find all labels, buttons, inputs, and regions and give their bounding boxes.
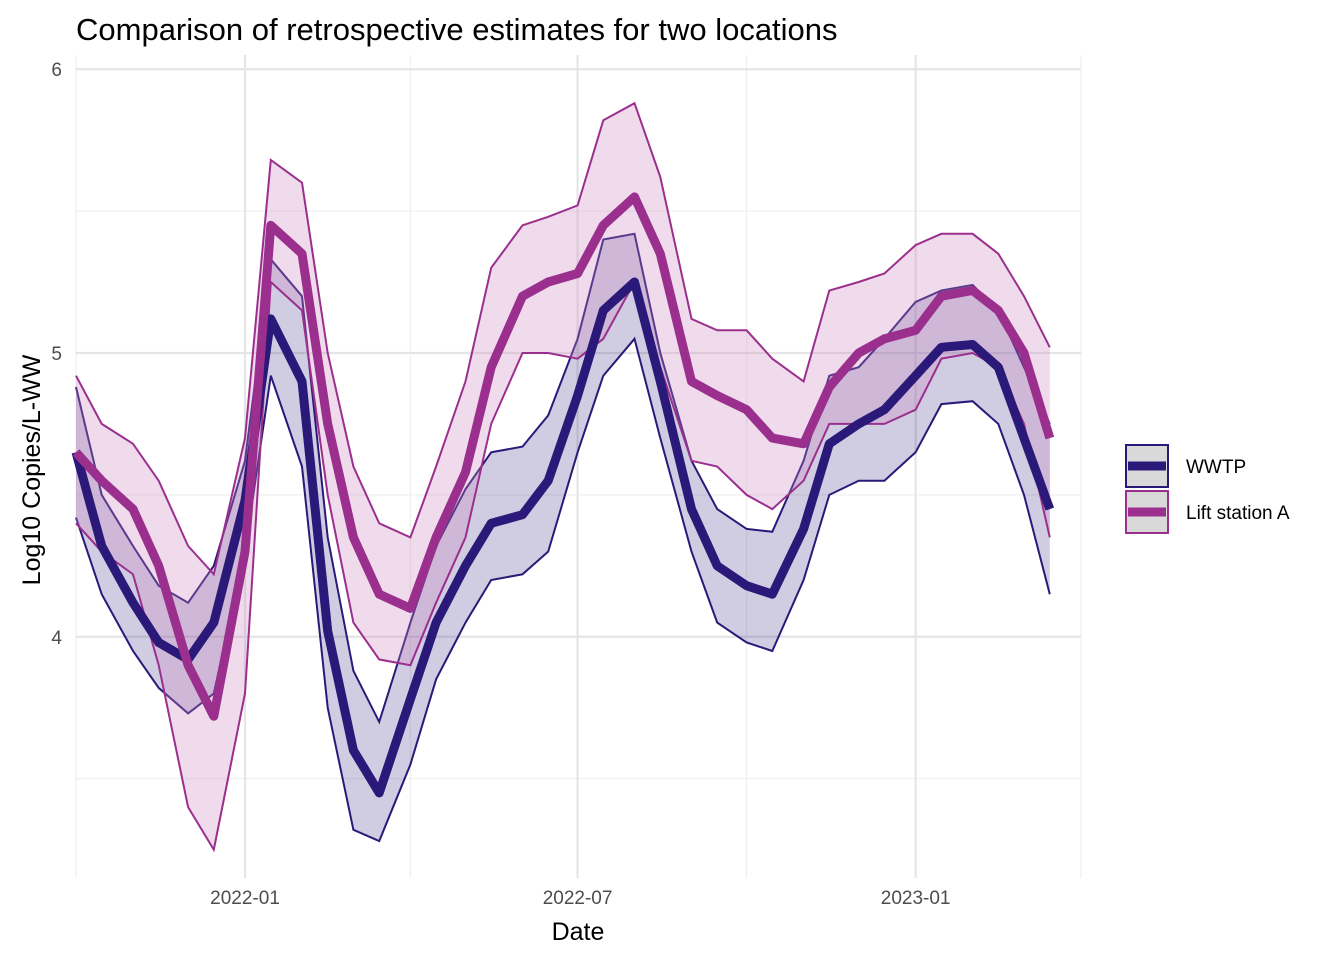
x-axis-title: Date [552,918,605,946]
legend-label: Lift station A [1186,503,1290,524]
gridlines [75,55,1082,878]
uncertainty-bands [75,101,1051,853]
x-tick-label: 2023-01 [881,888,951,909]
x-tick-labels: 2022-01 2022-07 2023-01 [210,888,950,909]
legend: WWTP Lift station A [1125,444,1290,534]
y-tick-labels: 4 5 6 [51,60,62,649]
x-tick-label: 2022-07 [543,888,613,909]
legend-label: WWTP [1186,457,1246,478]
y-tick-label: 6 [51,60,62,81]
chart-title: Comparison of retrospective estimates fo… [76,12,838,47]
band-lower-line-1 [75,279,1051,853]
band-fill-1 [76,103,1050,850]
y-axis-title: Log10 Copies/L-WW [18,354,46,585]
band-upper-line-1 [75,101,1051,577]
y-tick-label: 4 [51,628,62,649]
x-tick-label: 2022-01 [210,888,280,909]
series-lines [71,192,1055,798]
band-upper-line-0 [75,232,1051,725]
median-line-0 [71,277,1055,798]
median-line-1 [72,192,1055,721]
y-tick-label: 5 [51,344,62,365]
